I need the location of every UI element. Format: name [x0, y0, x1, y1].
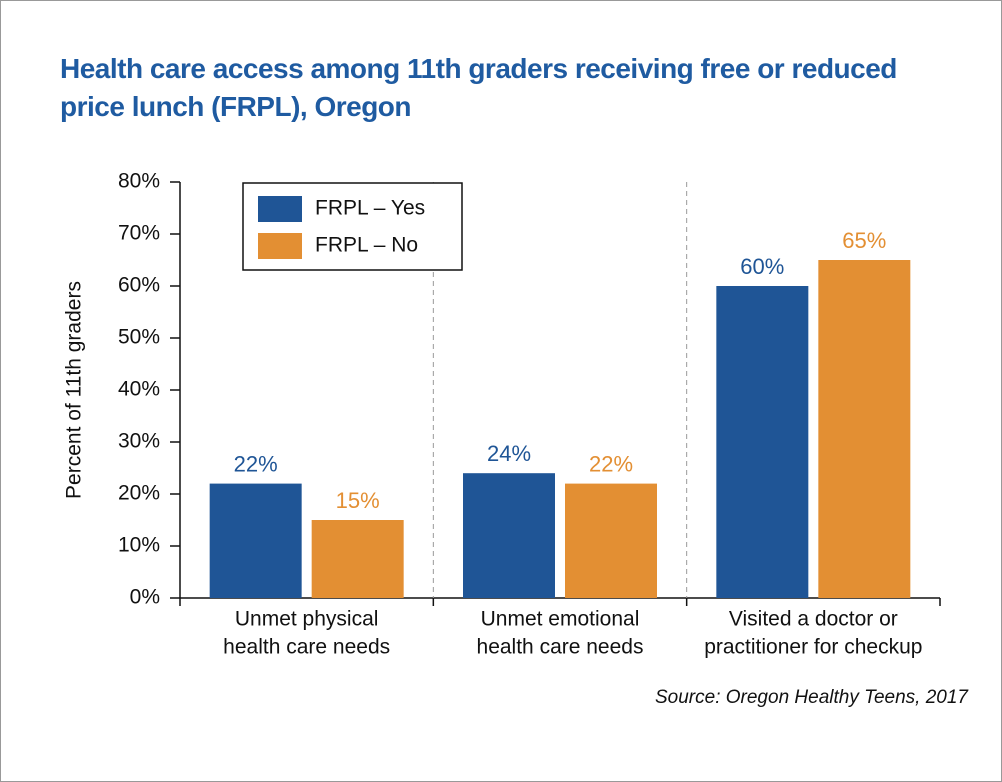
x-tick-label: Unmet physical: [235, 608, 379, 631]
value-label: 60%: [740, 254, 784, 279]
value-label: 65%: [842, 228, 886, 253]
bar: [311, 520, 404, 598]
bar: [716, 286, 809, 598]
value-label: 15%: [336, 488, 380, 513]
x-tick-label: practitioner for checkup: [704, 636, 922, 659]
x-tick-label: health care needs: [223, 636, 390, 659]
bar: [818, 260, 911, 598]
legend-swatch: [258, 196, 302, 222]
value-label: 24%: [487, 441, 531, 466]
y-tick-label: 30%: [118, 430, 160, 453]
x-tick-label: Visited a doctor or: [729, 608, 898, 631]
y-axis-label: Percent of 11th graders: [63, 281, 86, 499]
value-label: 22%: [234, 451, 278, 476]
x-tick-label: health care needs: [477, 636, 644, 659]
y-tick-label: 80%: [118, 170, 160, 193]
y-tick-label: 0%: [130, 586, 160, 609]
legend-swatch: [258, 233, 302, 259]
bar: [463, 473, 555, 598]
y-tick-label: 40%: [118, 378, 160, 401]
chart-title: Health care access among 11th graders re…: [60, 53, 897, 122]
legend-label: FRPL – No: [315, 234, 418, 257]
y-tick-label: 50%: [118, 326, 160, 349]
y-tick-label: 20%: [118, 482, 160, 505]
y-tick-label: 10%: [118, 534, 160, 557]
legend-label: FRPL – Yes: [315, 197, 425, 220]
y-tick-label: 60%: [118, 274, 160, 297]
value-label: 22%: [589, 451, 633, 476]
bar: [565, 483, 657, 598]
y-tick-label: 70%: [118, 222, 160, 245]
source: Source: Oregon Healthy Teens, 2017: [655, 687, 969, 708]
x-tick-label: Unmet emotional: [481, 608, 640, 631]
bar: [209, 483, 302, 598]
